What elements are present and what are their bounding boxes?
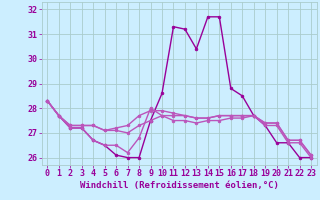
X-axis label: Windchill (Refroidissement éolien,°C): Windchill (Refroidissement éolien,°C) (80, 181, 279, 190)
